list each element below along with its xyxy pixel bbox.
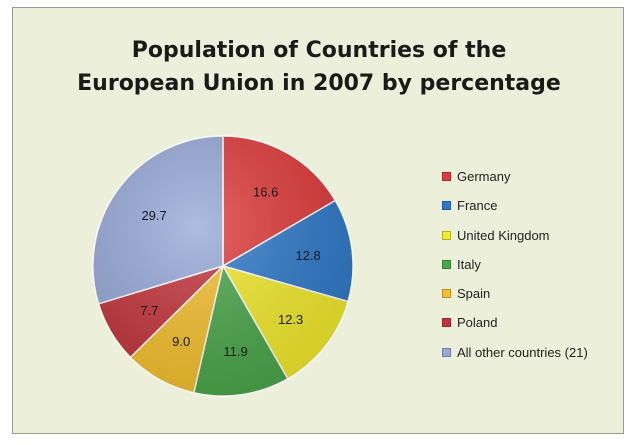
chart-title: Population of Countries of the European … — [77, 38, 561, 96]
legend-swatch — [442, 230, 451, 240]
data-label-united-kingdom: 12.3 — [278, 312, 303, 327]
legend-swatch — [442, 172, 451, 181]
data-label-france: 12.8 — [295, 248, 320, 263]
legend-label: Germany — [457, 169, 511, 184]
data-label-poland: 7.7 — [140, 303, 158, 318]
legend-label: All other countries (21) — [457, 344, 588, 360]
legend-label: Italy — [457, 256, 481, 272]
legend-label: France — [457, 198, 498, 214]
legend-swatch — [442, 201, 451, 211]
legend-swatch — [442, 289, 451, 299]
data-label-germany: 16.6 — [253, 185, 278, 200]
legend-swatch — [442, 347, 451, 357]
chart-area: Population of Countries of the European … — [12, 7, 624, 434]
pie-chart: 16.6 12.8 12.3 11.9 9.0 7.7 29.7 — [92, 135, 354, 397]
data-label-all-other-countries-21: 29.7 — [141, 208, 166, 223]
data-label-spain: 9.0 — [172, 334, 190, 349]
data-label-italy: 11.9 — [223, 344, 247, 359]
legend-label: Spain — [457, 286, 491, 302]
legend-label: Poland — [457, 315, 498, 331]
legend-swatch — [442, 318, 451, 328]
legend-label: United Kingdom — [457, 227, 550, 243]
legend-swatch — [442, 259, 451, 269]
